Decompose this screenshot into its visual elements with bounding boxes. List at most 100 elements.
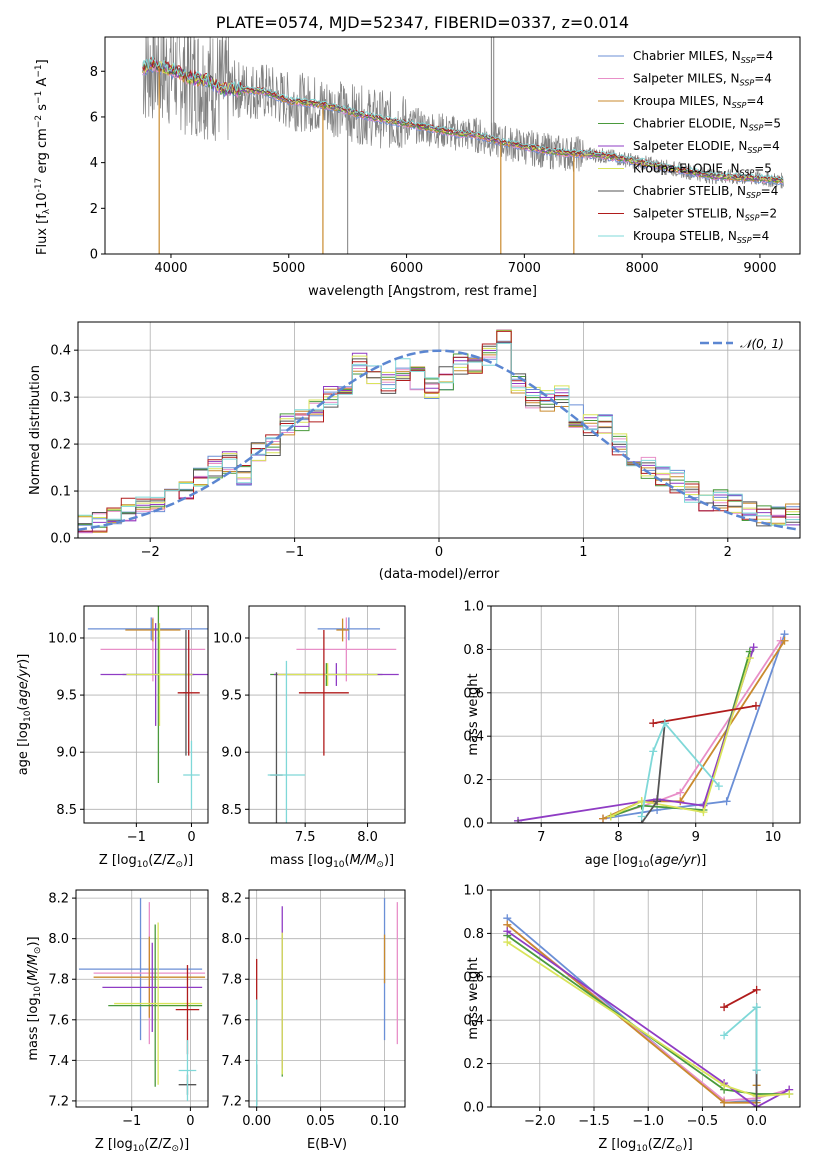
y-tick-label: 7.6 bbox=[48, 1013, 69, 1028]
data-point-marker bbox=[752, 1103, 761, 1107]
x-tick-label: −1 bbox=[285, 545, 304, 560]
data-point-marker bbox=[503, 938, 512, 947]
x-tick-label: −2 bbox=[141, 545, 160, 560]
y-tick-label: 7.4 bbox=[221, 1054, 242, 1069]
plot-area bbox=[87, 606, 208, 810]
x-tick-label: 9000 bbox=[743, 261, 776, 276]
data-point-marker bbox=[699, 808, 708, 817]
y-tick-label: 0.4 bbox=[50, 344, 71, 359]
gauss-curve bbox=[78, 349, 800, 532]
x-axis-label: Z [log10(Z/Z⊙)] bbox=[598, 1137, 692, 1154]
data-point-marker bbox=[751, 701, 760, 710]
y-tick-label: 0 bbox=[90, 248, 98, 263]
axes-mass-vs-Z: −1 0 7.2 7.4 7.6 7.8 8.0 8.2 Z [log10(Z/Z⊙)] mass… bbox=[26, 889, 209, 1154]
x-tick-label: 7.5 bbox=[295, 830, 316, 845]
x-tick-label: 8000 bbox=[626, 261, 659, 276]
x-axis-label: E(B-V) bbox=[307, 1137, 347, 1152]
plot-area bbox=[503, 914, 794, 1107]
data-point-marker bbox=[649, 747, 658, 756]
series-line bbox=[723, 989, 758, 1008]
y-tick-label: 0.3 bbox=[50, 391, 71, 406]
data-point-marker bbox=[752, 1066, 761, 1075]
axes-frame-group: 0.00 0.05 0.10 7.2 7.4 7.6 7.8 8.0 8.2 bbox=[221, 889, 406, 1129]
axes-frame bbox=[248, 605, 406, 824]
series-line bbox=[602, 640, 782, 820]
y-tick-label: 7.4 bbox=[48, 1054, 69, 1069]
data-point-marker bbox=[752, 1003, 761, 1012]
y-tick-label: 1.0 bbox=[463, 884, 484, 899]
series-line bbox=[506, 930, 790, 1107]
series-line bbox=[723, 1005, 758, 1071]
x-tick-label: 9 bbox=[692, 830, 700, 845]
model-spectrum-line bbox=[142, 58, 784, 182]
y-tick-label: 8 bbox=[90, 65, 98, 80]
axes-frame-group: −1 0 8.5 9.0 9.5 10.0 bbox=[48, 605, 209, 845]
y-tick-label: 9.0 bbox=[56, 746, 77, 761]
y-tick-label: 8.0 bbox=[48, 932, 69, 947]
y-tick-label: 0.6 bbox=[463, 970, 484, 985]
axes-frame-group: 7 8 9 10 0.0 0.2 0.4 0.6 0.8 1.0 bbox=[463, 600, 801, 845]
data-point-marker bbox=[745, 654, 754, 663]
y-tick-label: 10.0 bbox=[213, 631, 242, 646]
legend-entry: Chabrier ELODIE, NSSP=5 bbox=[633, 117, 781, 133]
y-tick-label: 7.8 bbox=[221, 973, 242, 988]
axes-mass-vs-EBV: 0.00 0.05 0.10 7.2 7.4 7.6 7.8 8.0 8.2 E(B-V) bbox=[221, 889, 406, 1152]
y-tick-label: 9.5 bbox=[56, 689, 77, 704]
legend-entry: Kroupa ELODIE, NSSP=5 bbox=[633, 162, 772, 178]
x-tick-label: 0 bbox=[187, 830, 195, 845]
x-tick-label: 0.0 bbox=[746, 1114, 767, 1129]
data-point-marker bbox=[637, 812, 646, 821]
y-axis-label: mass weight bbox=[466, 957, 481, 1039]
axes-age-vs-mass: 7.5 8.0 8.5 9.0 9.5 10.0 mass [log10(M/M⊙)] bbox=[213, 605, 406, 870]
series-line bbox=[610, 657, 751, 818]
x-tick-label: −2.0 bbox=[524, 1114, 556, 1129]
y-tick-label: 8.0 bbox=[221, 932, 242, 947]
legend-entry: Salpeter STELIB, NSSP=2 bbox=[633, 207, 777, 223]
y-tick-label: 9.5 bbox=[221, 689, 242, 704]
y-axis-label: Flux [fλ10-17 erg cm−2 s−1 A−1] bbox=[34, 59, 52, 255]
axes-frame-group: −2.0 −1.5 −1.0 −0.5 0.0 0.0 0.2 0.4 0.6 0.8 1.0 bbox=[463, 884, 801, 1129]
data-point-marker bbox=[720, 1003, 729, 1012]
legend-entry: Chabrier MILES, NSSP=4 bbox=[633, 49, 773, 65]
data-point-marker bbox=[676, 788, 685, 797]
x-tick-label: −1 bbox=[127, 830, 146, 845]
data-point-marker bbox=[722, 797, 731, 806]
series-line bbox=[640, 721, 720, 817]
x-tick-label: 0.00 bbox=[242, 1114, 271, 1129]
plot-area bbox=[142, 37, 784, 254]
x-tick-label: −1.5 bbox=[578, 1114, 610, 1129]
y-tick-label: 7.8 bbox=[48, 973, 69, 988]
figure-title: PLATE=0574, MJD=52347, FIBERID=0337, z=0… bbox=[216, 13, 629, 32]
model-spectrum-line bbox=[142, 55, 784, 180]
y-tick-label: 6 bbox=[90, 110, 98, 125]
legend: Chabrier MILES, NSSP=4 Salpeter MILES, NS… bbox=[598, 49, 781, 245]
axes-mass-weight-vs-age: 7 8 9 10 0.0 0.2 0.4 0.6 0.8 1.0 mass weight age [l… bbox=[463, 600, 801, 870]
x-axis-label: age [log10(age/yr)] bbox=[585, 853, 707, 870]
data-point-marker bbox=[720, 1031, 729, 1040]
y-tick-label: 7.2 bbox=[221, 1094, 242, 1109]
y-tick-label: 1.0 bbox=[463, 600, 484, 615]
y-tick-label: 8.5 bbox=[221, 803, 242, 818]
x-tick-label: 0 bbox=[435, 545, 443, 560]
data-point-marker bbox=[660, 719, 669, 728]
x-tick-label: 4000 bbox=[154, 261, 187, 276]
x-tick-label: 10 bbox=[765, 830, 782, 845]
y-tick-label: 2 bbox=[90, 202, 98, 217]
legend-entry: Chabrier STELIB, NSSP=4 bbox=[633, 184, 778, 200]
axes-frame bbox=[83, 605, 209, 824]
plot-area bbox=[78, 898, 206, 1101]
legend-entry: Kroupa STELIB, NSSP=4 bbox=[633, 229, 769, 245]
axes-spectrum: 4000 5000 6000 7000 8000 9000 0 2 4 6 8 wavelength … bbox=[34, 36, 801, 299]
axes-frame-group: −2 −1 0 1 2 0.0 0.1 0.2 0.3 0.4 bbox=[50, 321, 801, 560]
axes-frame bbox=[248, 889, 406, 1108]
plot-area bbox=[78, 329, 800, 538]
axes-frame bbox=[75, 889, 209, 1108]
data-point-marker bbox=[780, 636, 789, 645]
data-point-marker bbox=[720, 1098, 729, 1107]
y-tick-label: 4 bbox=[90, 156, 98, 171]
x-tick-label: 0 bbox=[186, 1114, 194, 1129]
legend-entry: Kroupa MILES, NSSP=4 bbox=[633, 94, 764, 110]
axes-age-vs-Z: −1 0 8.5 9.0 9.5 10.0 Z [log10(Z/Z⊙)] age [log1… bbox=[16, 605, 209, 870]
y-tick-label: 0.0 bbox=[463, 817, 484, 832]
x-tick-label: 6000 bbox=[390, 261, 423, 276]
